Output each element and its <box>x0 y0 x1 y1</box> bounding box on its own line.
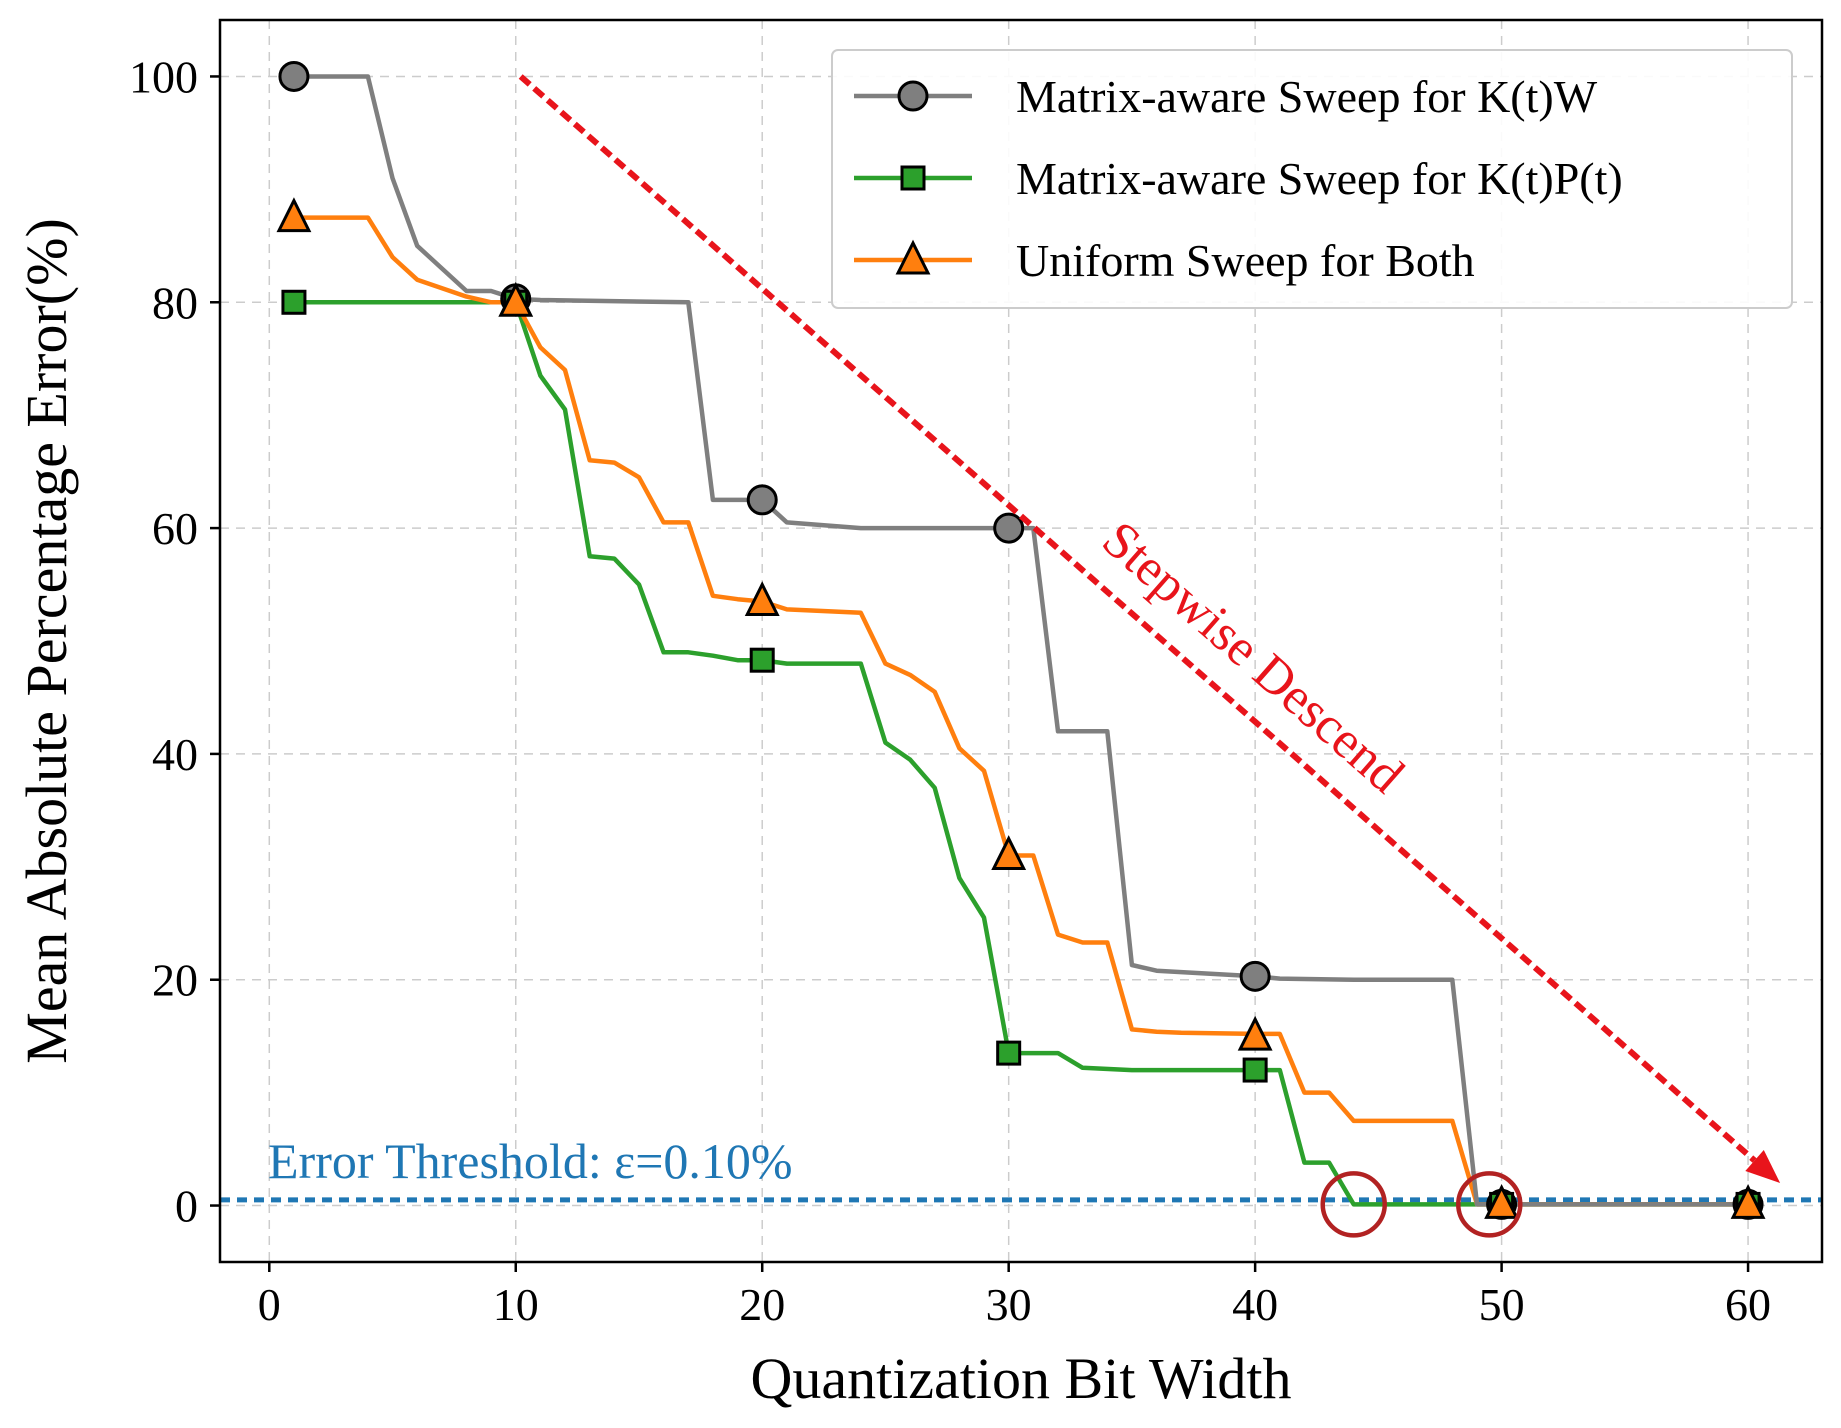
series-2-marker <box>1242 1057 1268 1083</box>
series-line-1 <box>293 74 1749 1207</box>
series-3-marker <box>1237 1015 1273 1051</box>
descend-arrow-line <box>518 74 1757 1163</box>
highlight-circles <box>1320 1171 1523 1238</box>
y-tick-label: 0 <box>175 1181 198 1232</box>
legend-entry-1: Matrix-aware Sweep for K(t)W <box>854 71 1598 122</box>
x-tick-label: 0 <box>258 1279 281 1330</box>
y-tick-label: 60 <box>152 503 198 554</box>
threshold-label: Error Threshold: ε=0.10% <box>268 1133 793 1189</box>
axis-ticks: 0 10 20 30 40 50 60 0 20 40 60 80 100 <box>129 51 1771 1330</box>
series-3-marker <box>1730 1184 1766 1219</box>
series-3-marker <box>498 281 534 317</box>
series-3-marker <box>991 835 1027 871</box>
series-lines <box>293 74 1749 1207</box>
x-tick-label: 40 <box>1232 1279 1278 1330</box>
legend-marker <box>897 80 929 112</box>
y-tick-label: 20 <box>152 955 198 1006</box>
series-3-marker <box>276 197 312 233</box>
series-1-marker <box>1239 960 1271 992</box>
highlight-circle <box>1456 1171 1523 1238</box>
series-markers <box>276 60 1766 1220</box>
series-3-marker <box>744 581 780 616</box>
y-tick-label: 40 <box>152 729 198 780</box>
highlight-circle <box>1320 1171 1387 1238</box>
legend-label: Matrix-aware Sweep for K(t)W <box>1016 71 1598 122</box>
series-1-marker <box>278 60 310 92</box>
series-line-3 <box>293 215 1749 1207</box>
legend-marker <box>900 165 926 191</box>
x-tick-label: 60 <box>1725 1279 1771 1330</box>
series-1-marker <box>993 512 1025 544</box>
legend-label: Matrix-aware Sweep for K(t)P(t) <box>1016 153 1623 204</box>
x-tick-label: 20 <box>739 1279 785 1330</box>
legend-marker <box>895 239 931 275</box>
legend-entry-2: Matrix-aware Sweep for K(t)P(t) <box>854 153 1623 204</box>
x-axis-label: Quantization Bit Width <box>750 1346 1291 1411</box>
series-1-marker <box>746 484 778 516</box>
x-tick-label: 30 <box>986 1279 1032 1330</box>
x-tick-label: 50 <box>1479 1279 1525 1330</box>
y-tick-label: 80 <box>152 277 198 328</box>
plot-frame <box>218 18 1824 1264</box>
descend-arrow-head <box>1745 1150 1781 1183</box>
descend-label: Stepwise Descend <box>1091 511 1414 804</box>
series-2-marker <box>281 289 307 315</box>
series-3-marker <box>1484 1184 1520 1219</box>
legend: Matrix-aware Sweep for K(t)W Matrix-aware… <box>831 49 1793 309</box>
series-2-marker <box>749 647 775 673</box>
series-line-2 <box>293 300 1749 1207</box>
series-2-marker <box>996 1040 1022 1066</box>
error-threshold: Error Threshold: ε=0.10% <box>220 1133 1822 1203</box>
legend-box <box>831 49 1793 309</box>
x-tick-label: 10 <box>493 1279 539 1330</box>
y-tick-label: 100 <box>129 51 198 102</box>
y-axis-label: Mean Absolute Percentage Error(%) <box>14 218 79 1064</box>
legend-label: Uniform Sweep for Both <box>1016 235 1475 286</box>
legend-entry-3: Uniform Sweep for Both <box>854 235 1475 286</box>
